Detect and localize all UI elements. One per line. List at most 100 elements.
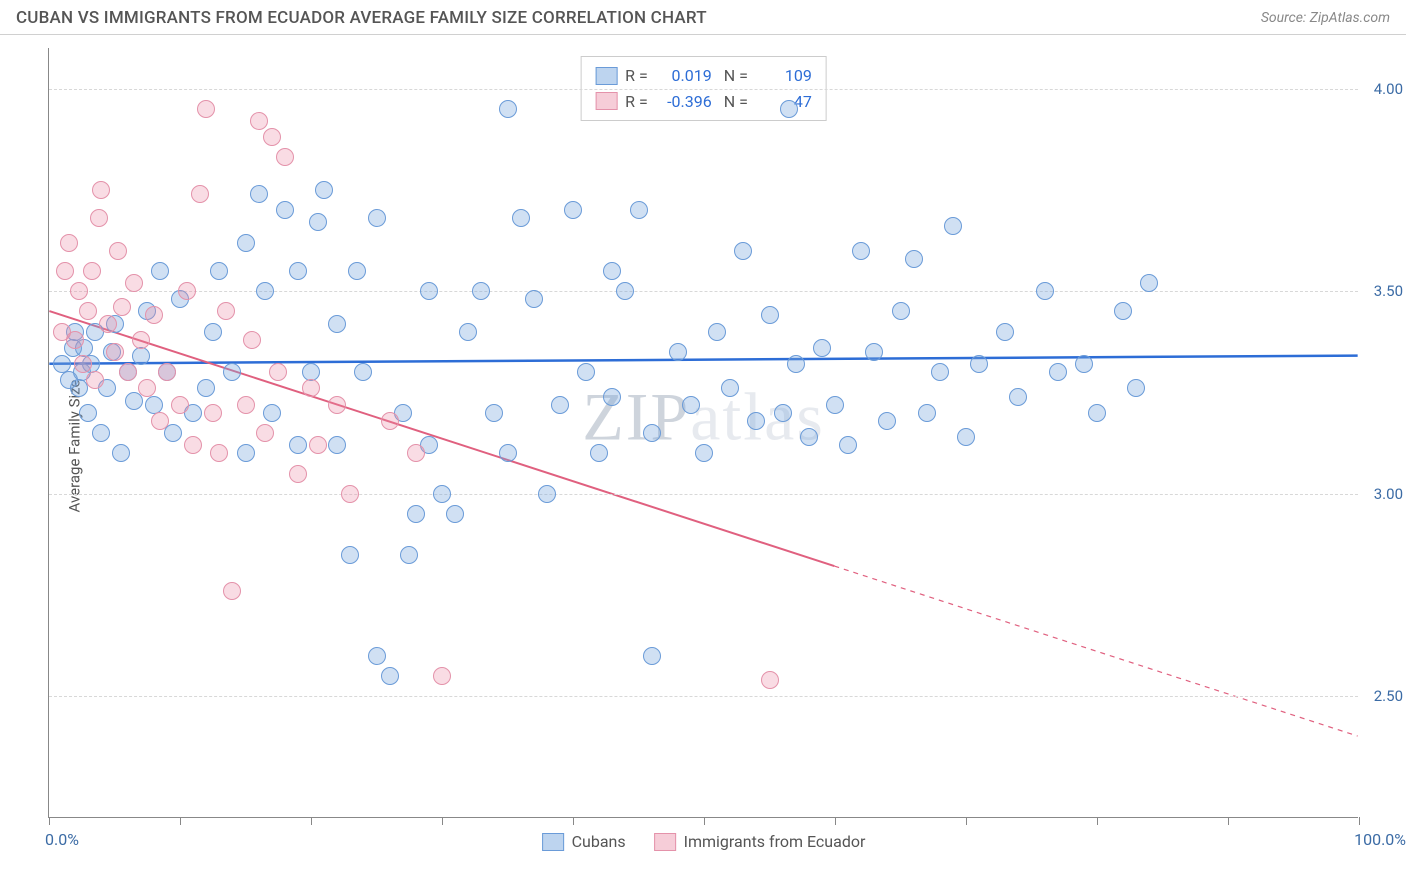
chart-header: CUBAN VS IMMIGRANTS FROM ECUADOR AVERAGE…	[0, 0, 1406, 35]
data-point	[400, 546, 418, 564]
data-point	[1009, 388, 1027, 406]
r-value-ecuador: -0.396	[656, 89, 712, 115]
data-point	[499, 100, 517, 118]
data-point	[223, 363, 241, 381]
y-tick-label: 2.50	[1374, 687, 1403, 705]
gridline	[49, 291, 1358, 292]
data-point	[931, 363, 949, 381]
r-label: R =	[625, 63, 648, 89]
data-point	[210, 444, 228, 462]
data-point	[210, 262, 228, 280]
data-point	[243, 331, 261, 349]
data-point	[381, 412, 399, 430]
data-point	[92, 424, 110, 442]
x-tick	[966, 817, 967, 825]
data-point	[223, 582, 241, 600]
data-point	[813, 339, 831, 357]
data-point	[747, 412, 765, 430]
data-point	[800, 428, 818, 446]
data-point	[354, 363, 372, 381]
x-tick	[1097, 817, 1098, 825]
r-label: R =	[625, 89, 648, 115]
gridline	[49, 494, 1358, 495]
data-point	[302, 379, 320, 397]
swatch-cubans	[595, 67, 617, 85]
data-point	[630, 201, 648, 219]
data-point	[250, 112, 268, 130]
data-point	[178, 282, 196, 300]
gridline	[49, 89, 1358, 90]
legend-label: Cubans	[572, 832, 626, 851]
data-point	[151, 412, 169, 430]
legend-item-ecuador: Immigrants from Ecuador	[654, 832, 866, 851]
data-point	[577, 363, 595, 381]
data-point	[289, 262, 307, 280]
data-point	[446, 505, 464, 523]
data-point	[643, 647, 661, 665]
data-point	[734, 242, 752, 260]
data-point	[119, 363, 137, 381]
data-point	[1049, 363, 1067, 381]
data-point	[158, 363, 176, 381]
data-point	[83, 262, 101, 280]
n-value-cubans: 109	[756, 63, 812, 89]
data-point	[109, 242, 127, 260]
data-point	[86, 371, 104, 389]
data-point	[774, 404, 792, 422]
data-point	[92, 181, 110, 199]
data-point	[309, 436, 327, 454]
data-point	[237, 234, 255, 252]
data-point	[106, 343, 124, 361]
data-point	[590, 444, 608, 462]
data-point	[250, 185, 268, 203]
data-point	[957, 428, 975, 446]
x-tick	[1228, 817, 1229, 825]
data-point	[132, 347, 150, 365]
x-tick	[180, 817, 181, 825]
data-point	[237, 396, 255, 414]
data-point	[603, 262, 621, 280]
data-point	[407, 444, 425, 462]
data-point	[512, 209, 530, 227]
data-point	[56, 262, 74, 280]
data-point	[368, 209, 386, 227]
data-point	[643, 424, 661, 442]
data-point	[70, 282, 88, 300]
data-point	[138, 379, 156, 397]
data-point	[276, 148, 294, 166]
trend-lines	[49, 48, 1358, 817]
data-point	[695, 444, 713, 462]
data-point	[79, 302, 97, 320]
data-point	[315, 181, 333, 199]
data-point	[878, 412, 896, 430]
data-point	[433, 667, 451, 685]
data-point	[433, 485, 451, 503]
legend-item-cubans: Cubans	[542, 832, 626, 851]
x-axis-max-label: 100.0%	[1354, 830, 1406, 849]
y-tick-label: 3.00	[1374, 485, 1403, 503]
data-point	[1114, 302, 1132, 320]
data-point	[996, 323, 1014, 341]
data-point	[970, 355, 988, 373]
data-point	[538, 485, 556, 503]
data-point	[217, 302, 235, 320]
data-point	[761, 671, 779, 689]
n-label: N =	[720, 89, 748, 115]
data-point	[60, 234, 78, 252]
x-tick	[704, 817, 705, 825]
data-point	[368, 647, 386, 665]
data-point	[289, 465, 307, 483]
legend-label: Immigrants from Ecuador	[684, 832, 866, 851]
data-point	[499, 444, 517, 462]
data-point	[826, 396, 844, 414]
data-point	[66, 331, 84, 349]
data-point	[276, 201, 294, 219]
x-tick	[835, 817, 836, 825]
x-tick	[573, 817, 574, 825]
data-point	[721, 379, 739, 397]
data-point	[184, 436, 202, 454]
data-point	[459, 323, 477, 341]
data-point	[708, 323, 726, 341]
data-point	[892, 302, 910, 320]
data-point	[309, 213, 327, 231]
